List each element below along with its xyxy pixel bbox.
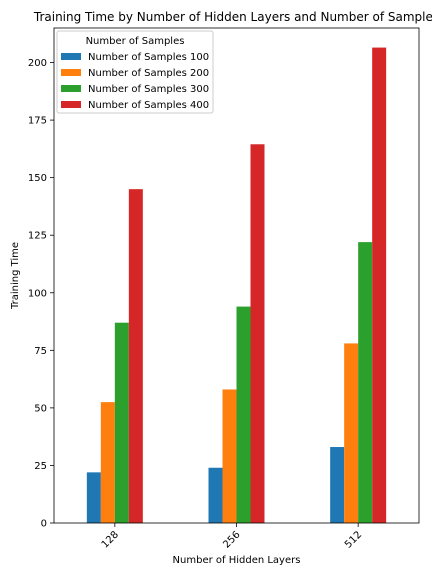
bar-512-series-3 <box>358 242 373 523</box>
legend-label: Number of Samples 200 <box>88 68 209 79</box>
x-tick-label: 256 <box>221 529 242 550</box>
legend-label: Number of Samples 400 <box>88 100 209 111</box>
bar-256-series-4 <box>250 144 265 523</box>
y-tick-label: 100 <box>28 288 47 299</box>
bar-128-series-4 <box>128 189 143 524</box>
legend-swatch <box>61 85 81 92</box>
bar-512-series-2 <box>344 343 359 523</box>
bar-128-series-2 <box>100 402 115 523</box>
bar-256-series-1 <box>208 467 223 523</box>
y-tick-label: 200 <box>28 58 47 69</box>
bars-layer <box>86 47 387 524</box>
legend: Number of Samples Number of Samples 100 N… <box>56 30 214 114</box>
y-axis-title: Training Time <box>10 242 21 310</box>
x-tick-label: 512 <box>343 529 364 550</box>
legend-title: Number of Samples <box>86 36 185 47</box>
legend-swatch <box>61 101 81 108</box>
legend-swatch <box>61 53 81 60</box>
bar-128-series-1 <box>86 472 101 523</box>
legend-frame <box>56 30 214 114</box>
bar-512-series-4 <box>372 47 387 524</box>
y-tick-label: 150 <box>28 173 47 184</box>
bar-128-series-3 <box>114 322 129 523</box>
x-tick-label: 128 <box>100 529 121 550</box>
legend-label: Number of Samples 100 <box>88 52 209 63</box>
legend-label: Number of Samples 300 <box>88 84 209 95</box>
bar-512-series-1 <box>330 447 345 523</box>
y-tick-label: 0 <box>41 519 47 530</box>
y-tick-label: 25 <box>34 461 47 472</box>
y-tick-label: 175 <box>28 116 47 127</box>
bar-256-series-2 <box>222 389 237 523</box>
legend-swatch <box>61 69 81 76</box>
y-tick-label: 75 <box>34 346 47 357</box>
chart-title: Training Time by Number of Hidden Layers… <box>33 10 432 24</box>
y-tick-label: 125 <box>28 231 47 242</box>
y-tick-label: 50 <box>34 403 47 414</box>
bar-256-series-3 <box>236 306 251 523</box>
x-axis-title: Number of Hidden Layers <box>173 555 301 566</box>
